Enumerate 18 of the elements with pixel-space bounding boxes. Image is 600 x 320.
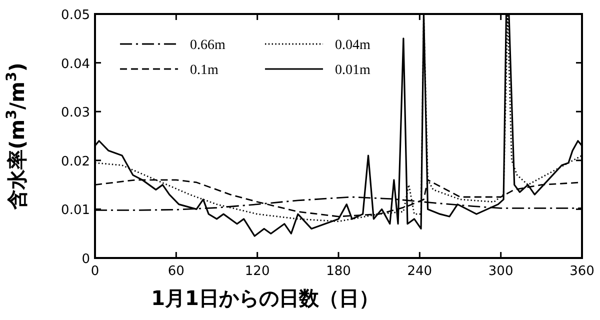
x-tick-label: 120 [244, 264, 270, 279]
legend-label: 0.1m [190, 63, 218, 78]
x-tick-label: 180 [326, 264, 351, 279]
y-tick-label: 0.05 [61, 8, 90, 23]
x-tick-label: 0 [90, 264, 100, 279]
legend-label: 0.04m [335, 38, 370, 53]
y-tick-label: 0.02 [61, 154, 90, 170]
x-tick-label: 60 [168, 264, 184, 279]
legend-label: 0.66m [190, 38, 226, 53]
legend-label: 0.01m [335, 63, 370, 78]
x-tick-label: 240 [407, 264, 432, 279]
y-tick-label: 0.01 [61, 203, 90, 218]
y-tick-label: 0 [82, 252, 90, 267]
x-tick-label: 300 [488, 264, 514, 279]
y-tick-label: 0.03 [61, 106, 90, 121]
x-tick-label: 360 [570, 264, 594, 279]
y-tick-label: 0.04 [61, 56, 90, 72]
x-axis-title: 1月1日からの日数（日） [151, 286, 379, 310]
